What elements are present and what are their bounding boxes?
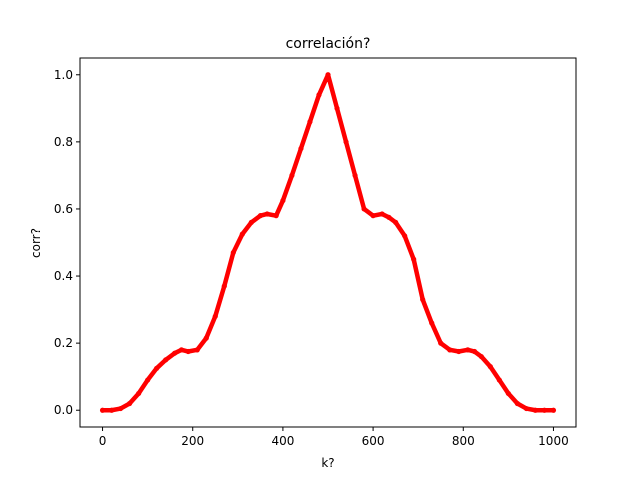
data-point xyxy=(478,353,484,360)
series-layer xyxy=(99,72,557,413)
x-tick-label: 0 xyxy=(99,434,107,448)
data-point xyxy=(248,219,254,225)
x-axis-label: k? xyxy=(321,456,334,470)
data-point xyxy=(550,407,557,413)
data-point xyxy=(386,214,392,220)
data-point xyxy=(514,400,520,407)
data-point xyxy=(178,347,185,353)
data-point xyxy=(194,347,200,353)
data-point xyxy=(541,407,548,413)
data-point xyxy=(154,365,160,371)
data-point xyxy=(411,256,417,262)
x-tick-label: 800 xyxy=(452,434,475,448)
data-point xyxy=(172,350,178,356)
x-tick-label: 200 xyxy=(181,434,204,448)
data-point xyxy=(163,357,169,363)
data-point xyxy=(361,206,367,212)
plot-frame xyxy=(79,57,577,428)
data-point xyxy=(465,347,471,353)
data-point xyxy=(136,390,142,397)
chart-title: correlación? xyxy=(286,36,371,52)
data-point xyxy=(471,348,478,355)
data-point xyxy=(532,407,539,413)
y-tick-label: 0.8 xyxy=(54,135,73,149)
data-point xyxy=(230,249,236,256)
data-point xyxy=(273,213,279,219)
data-point xyxy=(438,340,444,346)
data-point xyxy=(99,407,106,413)
data-point xyxy=(127,400,133,407)
data-point xyxy=(289,172,295,179)
y-axis-ticks: 0.0 0.2 0.4 0.6 0.8 1.0 xyxy=(54,68,80,417)
data-point xyxy=(257,213,263,219)
data-point xyxy=(420,296,426,303)
data-point xyxy=(352,172,358,179)
data-point xyxy=(307,119,313,125)
data-point xyxy=(212,313,218,319)
data-point xyxy=(280,197,286,204)
data-point xyxy=(108,407,115,413)
y-axis-label: corr? xyxy=(29,228,43,258)
data-point xyxy=(203,335,209,341)
data-point xyxy=(370,213,376,219)
data-point xyxy=(264,211,270,217)
data-point xyxy=(523,405,530,412)
x-tick-label: 400 xyxy=(271,434,294,448)
x-tick-label: 600 xyxy=(362,434,385,448)
data-point xyxy=(185,348,191,355)
x-tick-label: 1000 xyxy=(538,434,569,448)
data-point xyxy=(239,231,245,237)
y-tick-label: 0.6 xyxy=(54,202,73,216)
data-point xyxy=(145,377,151,383)
data-point xyxy=(117,405,124,412)
data-point xyxy=(505,390,511,397)
data-point xyxy=(402,233,408,239)
data-point xyxy=(316,92,322,98)
y-tick-label: 0.4 xyxy=(54,269,73,283)
data-point xyxy=(456,348,462,355)
data-point xyxy=(393,219,399,225)
data-point xyxy=(221,283,227,289)
data-point xyxy=(447,347,453,353)
x-axis-ticks: 0 200 400 600 800 1000 xyxy=(99,427,569,448)
data-point xyxy=(379,211,385,217)
y-tick-label: 0.0 xyxy=(54,403,73,417)
data-point xyxy=(298,145,304,152)
y-tick-label: 0.2 xyxy=(54,336,73,350)
data-point xyxy=(343,139,349,145)
data-point xyxy=(334,105,340,111)
y-tick-label: 1.0 xyxy=(54,68,73,82)
data-point xyxy=(496,377,502,383)
data-point xyxy=(325,72,331,78)
data-point xyxy=(429,320,435,326)
data-point xyxy=(487,364,493,370)
